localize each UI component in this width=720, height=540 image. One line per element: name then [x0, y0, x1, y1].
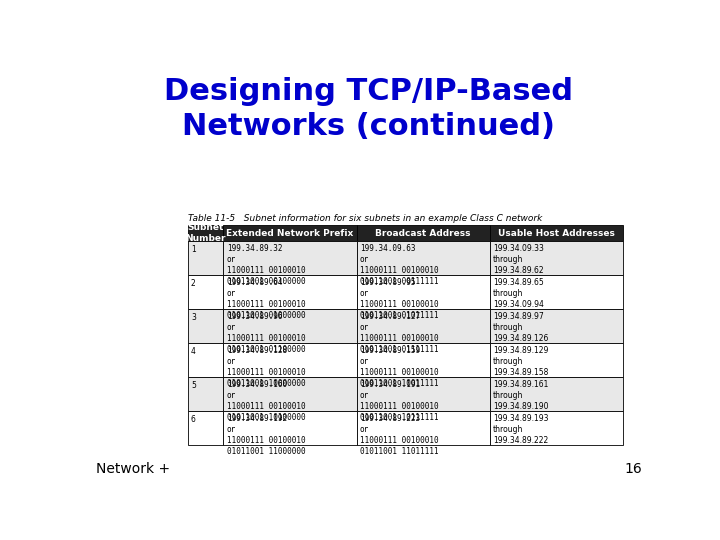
Bar: [490, 241, 623, 275]
Text: Usable Host Addresses: Usable Host Addresses: [498, 228, 615, 238]
Text: Table 11-5   Subnet information for six subnets in an example Class C network: Table 11-5 Subnet information for six su…: [188, 214, 542, 223]
Bar: [223, 225, 356, 241]
Bar: [223, 411, 356, 446]
Bar: [188, 309, 223, 343]
Bar: [356, 225, 490, 241]
Bar: [490, 411, 623, 446]
Bar: [188, 275, 223, 309]
Text: 199.34.89.32
or
11000111 00100010
01011001 00100000: 199.34.89.32 or 11000111 00100010 010110…: [227, 244, 305, 286]
Bar: [490, 377, 623, 411]
Text: 4: 4: [191, 347, 196, 356]
Bar: [223, 377, 356, 411]
Text: 199.34.89.127
or
11000111 00100010
01011001 01111111: 199.34.89.127 or 11000111 00100010 01011…: [360, 312, 438, 354]
Text: 199.34.09.63
or
11000111 00100010
01011001 00111111: 199.34.09.63 or 11000111 00100010 010110…: [360, 244, 438, 286]
Text: 199.34.89.161
through
199.34.89.190: 199.34.89.161 through 199.34.89.190: [493, 380, 549, 411]
Text: 199.34.89.223
or
11000111 00100010
01011001 11011111: 199.34.89.223 or 11000111 00100010 01011…: [360, 414, 438, 456]
Bar: [356, 411, 490, 446]
Text: 6: 6: [191, 415, 196, 423]
Bar: [356, 241, 490, 275]
Bar: [356, 377, 490, 411]
Text: 199.34.09.33
through
199.34.89.62: 199.34.09.33 through 199.34.89.62: [493, 244, 544, 275]
Bar: [188, 225, 223, 241]
Text: Subnet
Number: Subnet Number: [185, 224, 226, 243]
Bar: [356, 275, 490, 309]
Bar: [188, 377, 223, 411]
Bar: [490, 225, 623, 241]
Text: Extended Network Prefix: Extended Network Prefix: [226, 228, 354, 238]
Text: 199.34.89.96
or
11000111 00100010
01011001 01100000: 199.34.89.96 or 11000111 00100010 010110…: [227, 312, 305, 354]
Bar: [188, 411, 223, 446]
Text: Network +: Network +: [96, 462, 170, 476]
Text: 199.34.89.191
or
11000111 00100010
01011001 10111111: 199.34.89.191 or 11000111 00100010 01011…: [360, 380, 438, 422]
Text: 199.34.89.95
or
11000111 00100010
01011001 01011111: 199.34.89.95 or 11000111 00100010 010110…: [360, 278, 438, 320]
Text: 199.34.89.192
or
11000111 00100010
01011001 11000000: 199.34.89.192 or 11000111 00100010 01011…: [227, 414, 305, 456]
Text: 199.34.89.129
through
199.34.89.158: 199.34.89.129 through 199.34.89.158: [493, 346, 549, 377]
Text: 16: 16: [625, 462, 642, 476]
Text: 199.34.89.159
or
11000111 00100010
01011001 10011111: 199.34.89.159 or 11000111 00100010 01011…: [360, 346, 438, 388]
Text: 199.34.89.160
or
11000111 00100010
01011001 10100000: 199.34.89.160 or 11000111 00100010 01011…: [227, 380, 305, 422]
Text: 199.34.89.65
through
199.34.09.94: 199.34.89.65 through 199.34.09.94: [493, 278, 544, 309]
Bar: [223, 343, 356, 377]
Text: 2: 2: [191, 279, 196, 288]
Bar: [356, 309, 490, 343]
Bar: [223, 275, 356, 309]
Bar: [356, 343, 490, 377]
Bar: [188, 241, 223, 275]
Bar: [490, 343, 623, 377]
Bar: [490, 275, 623, 309]
Text: 199.34.89.64
or
11000111 00100010
01011001 01000000: 199.34.89.64 or 11000111 00100010 010110…: [227, 278, 305, 320]
Bar: [223, 241, 356, 275]
Bar: [188, 343, 223, 377]
Text: 1: 1: [191, 245, 196, 254]
Text: 5: 5: [191, 381, 196, 390]
Text: 199.34.89.97
through
199.34.89.126: 199.34.89.97 through 199.34.89.126: [493, 312, 549, 343]
Text: 199.34.89.128
or
11000111 00100010
01011001 10000000: 199.34.89.128 or 11000111 00100010 01011…: [227, 346, 305, 388]
Bar: [223, 309, 356, 343]
Text: 199.34.89.193
through
199.34.89.222: 199.34.89.193 through 199.34.89.222: [493, 414, 549, 445]
Text: Designing TCP/IP-Based
Networks (continued): Designing TCP/IP-Based Networks (continu…: [164, 77, 574, 141]
Text: Broadcast Address: Broadcast Address: [375, 228, 471, 238]
Bar: [490, 309, 623, 343]
Text: 3: 3: [191, 313, 196, 322]
